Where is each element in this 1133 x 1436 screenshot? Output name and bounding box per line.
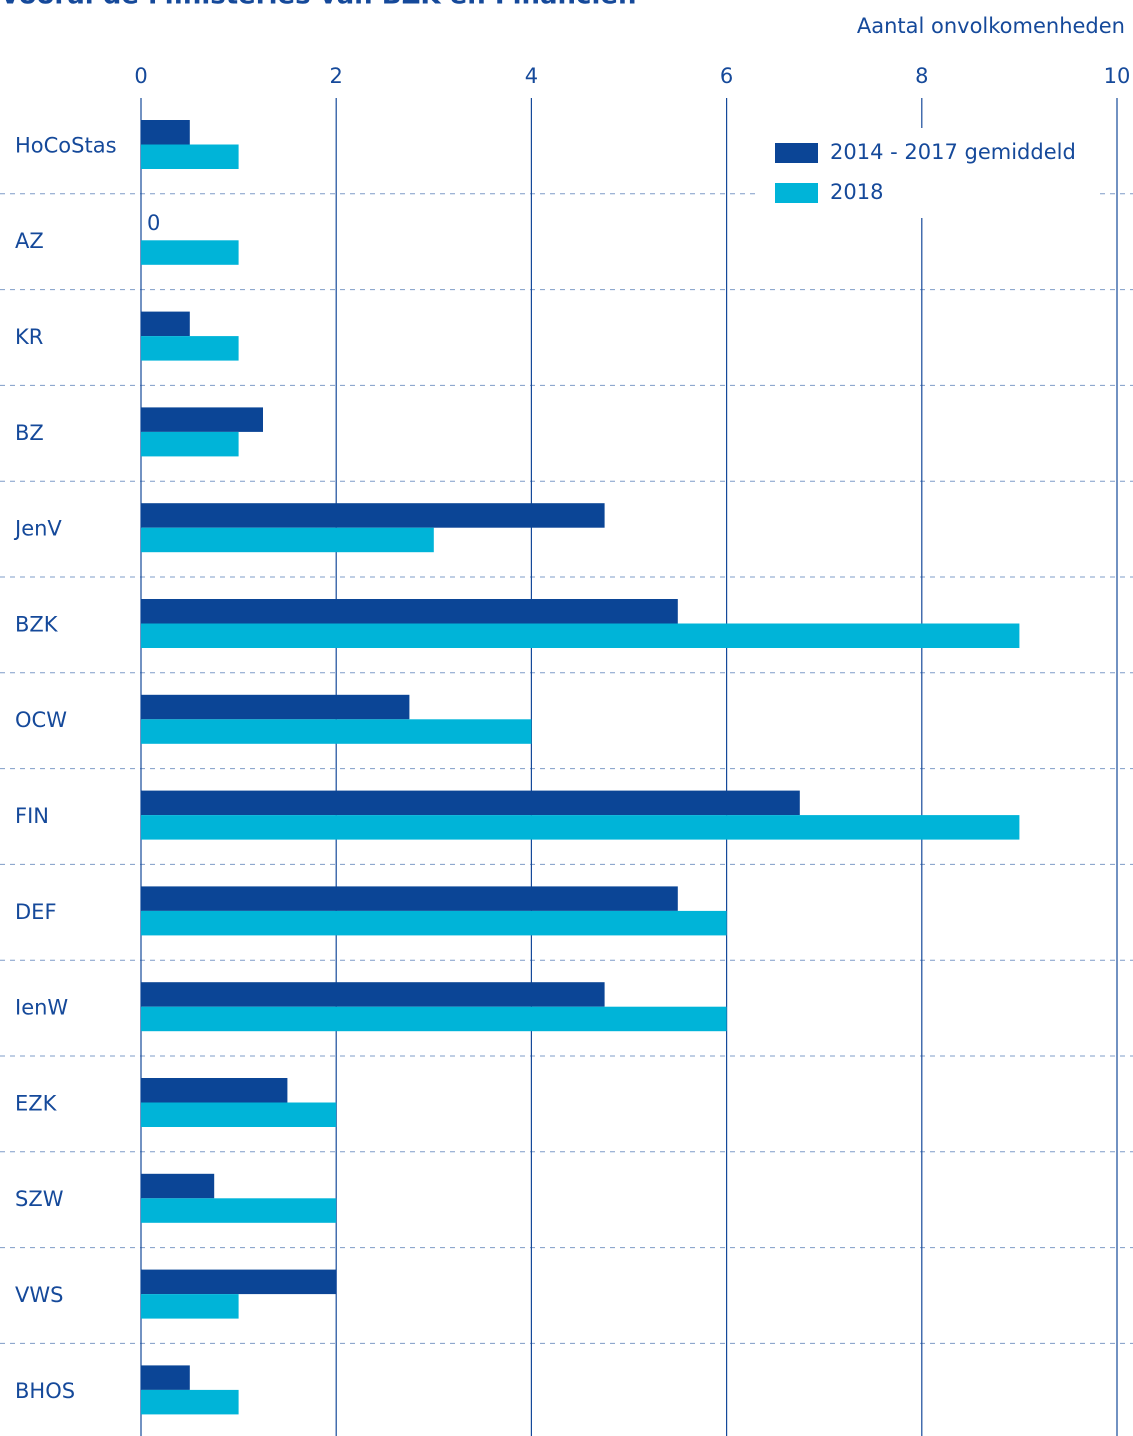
y-tick-label: SZW xyxy=(15,1187,64,1211)
x-axis-label: Aantal onvolkomenheden xyxy=(857,14,1125,38)
y-tick-label: FIN xyxy=(15,804,49,828)
x-tick-label: 2 xyxy=(330,64,343,88)
bar xyxy=(141,144,239,169)
bar xyxy=(141,311,190,337)
y-tick-label: BHOS xyxy=(15,1379,75,1403)
bar xyxy=(141,1294,239,1319)
legend-swatch xyxy=(775,183,818,203)
bar xyxy=(141,1269,337,1295)
bar xyxy=(141,503,605,528)
y-tick-label: DEF xyxy=(15,900,57,924)
x-tick-label: 8 xyxy=(915,64,928,88)
y-tick-label: VWS xyxy=(15,1283,63,1307)
bar xyxy=(141,910,727,936)
y-tick-label: OCW xyxy=(15,708,67,732)
bar xyxy=(141,790,800,816)
bar xyxy=(141,1389,239,1415)
y-tick-label: KR xyxy=(15,325,43,349)
bar xyxy=(141,240,239,265)
legend-label: 2018 xyxy=(830,180,883,204)
y-tick-label: BZK xyxy=(15,612,59,636)
y-tick-label: HoCoStas xyxy=(15,133,117,157)
bar xyxy=(141,431,239,457)
bar xyxy=(141,623,1020,648)
bar xyxy=(141,1198,337,1223)
bar xyxy=(141,336,239,361)
y-tick-label: JenV xyxy=(13,517,62,541)
bar xyxy=(141,886,678,911)
bar xyxy=(141,1078,288,1103)
y-tick-label: EZK xyxy=(15,1091,58,1115)
chart-title: Vooral de Ministeries van BZK en Financi… xyxy=(0,0,637,11)
bar xyxy=(141,527,434,553)
y-tick-label: IenW xyxy=(15,996,68,1020)
bar xyxy=(141,1006,727,1032)
bar xyxy=(141,1365,190,1390)
bar xyxy=(141,982,605,1007)
bar xyxy=(141,694,410,720)
bar xyxy=(141,1173,215,1199)
data-label: 0 xyxy=(147,211,160,235)
bar xyxy=(141,599,678,624)
legend-swatch xyxy=(775,143,818,163)
y-tick-label: AZ xyxy=(15,229,44,253)
x-tick-label: 10 xyxy=(1104,64,1131,88)
bar xyxy=(141,407,263,432)
bar xyxy=(141,815,1020,840)
y-tick-label: BZ xyxy=(15,421,44,445)
x-tick-label: 4 xyxy=(525,64,538,88)
x-tick-label: 6 xyxy=(720,64,733,88)
bar xyxy=(141,120,190,145)
legend-label: 2014 - 2017 gemiddeld xyxy=(830,140,1076,164)
x-tick-label: 0 xyxy=(134,64,147,88)
bar xyxy=(141,719,532,744)
bar xyxy=(141,1102,337,1127)
